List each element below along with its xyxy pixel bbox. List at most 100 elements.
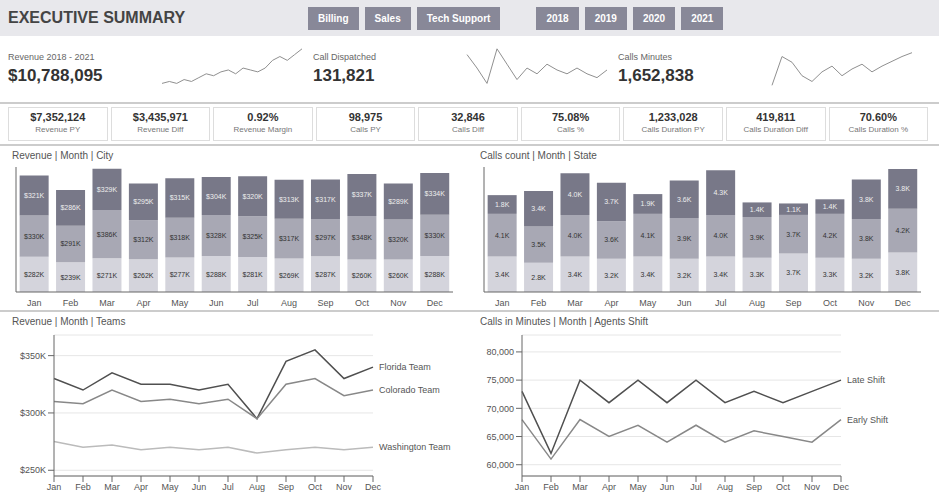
svg-text:Jul: Jul: [690, 482, 702, 492]
svg-text:Oct: Oct: [308, 482, 323, 492]
svg-text:May: May: [639, 298, 657, 308]
svg-text:60,000: 60,000: [486, 460, 514, 470]
svg-text:Oct: Oct: [776, 482, 791, 492]
svg-text:2.8K: 2.8K: [531, 274, 546, 281]
svg-text:Jun: Jun: [660, 482, 675, 492]
svg-text:Jan: Jan: [27, 298, 42, 308]
svg-text:Apr: Apr: [134, 482, 148, 492]
svg-text:3.6K: 3.6K: [604, 236, 619, 243]
svg-text:3.9K: 3.9K: [677, 235, 692, 242]
svg-text:May: May: [171, 298, 189, 308]
svg-text:Feb: Feb: [63, 298, 79, 308]
svg-text:3.7K: 3.7K: [786, 231, 801, 238]
svg-text:Dec: Dec: [365, 482, 382, 492]
svg-text:65,000: 65,000: [486, 432, 514, 442]
svg-text:Mar: Mar: [572, 482, 588, 492]
svg-text:4.2K: 4.2K: [896, 227, 911, 234]
svg-text:$321K: $321K: [24, 192, 45, 199]
svg-text:$288K: $288K: [425, 271, 446, 278]
svg-text:$297K: $297K: [315, 234, 336, 241]
svg-text:Nov: Nov: [804, 482, 821, 492]
svg-text:$334K: $334K: [425, 190, 446, 197]
svg-text:$286K: $286K: [60, 204, 81, 211]
svg-text:1.9K: 1.9K: [641, 200, 656, 207]
svg-text:Jul: Jul: [222, 482, 234, 492]
svg-text:3.7K: 3.7K: [604, 198, 619, 205]
svg-text:$282K: $282K: [24, 271, 45, 278]
svg-text:$315K: $315K: [170, 194, 191, 201]
svg-text:Nov: Nov: [336, 482, 353, 492]
svg-text:Oct: Oct: [355, 298, 370, 308]
svg-text:$318K: $318K: [170, 234, 191, 241]
svg-text:$325K: $325K: [243, 233, 264, 240]
svg-text:Jan: Jan: [495, 298, 510, 308]
svg-text:Jun: Jun: [192, 482, 207, 492]
svg-text:Washington Team: Washington Team: [379, 442, 451, 452]
svg-text:Jun: Jun: [677, 298, 692, 308]
svg-text:Sep: Sep: [278, 482, 294, 492]
svg-text:Mar: Mar: [99, 298, 115, 308]
svg-text:70,000: 70,000: [486, 404, 514, 414]
svg-text:$271K: $271K: [97, 272, 118, 279]
svg-text:$260K: $260K: [388, 272, 409, 279]
svg-text:$328K: $328K: [206, 232, 227, 239]
svg-text:Nov: Nov: [858, 298, 875, 308]
svg-text:Aug: Aug: [281, 298, 297, 308]
svg-text:3.6K: 3.6K: [677, 196, 692, 203]
svg-text:Late Shift: Late Shift: [847, 375, 886, 385]
svg-text:Jan: Jan: [515, 482, 530, 492]
svg-text:$348K: $348K: [352, 234, 373, 241]
svg-text:3.2K: 3.2K: [677, 272, 692, 279]
svg-text:$330K: $330K: [425, 232, 446, 239]
svg-text:3.4K: 3.4K: [568, 271, 583, 278]
svg-text:Dec: Dec: [895, 298, 912, 308]
svg-text:$337K: $337K: [352, 191, 373, 198]
svg-text:$320K: $320K: [388, 236, 409, 243]
svg-text:$269K: $269K: [279, 272, 300, 279]
svg-text:$289K: $289K: [388, 198, 409, 205]
svg-text:$281K: $281K: [243, 271, 264, 278]
svg-text:Aug: Aug: [249, 482, 265, 492]
svg-text:3.8K: 3.8K: [859, 235, 874, 242]
svg-text:Mar: Mar: [567, 298, 583, 308]
svg-text:$304K: $304K: [206, 193, 227, 200]
svg-text:1.4K: 1.4K: [823, 203, 838, 210]
svg-text:3.8K: 3.8K: [896, 185, 911, 192]
svg-text:$330K: $330K: [24, 233, 45, 240]
svg-text:3.4K: 3.4K: [495, 271, 510, 278]
svg-text:80,000: 80,000: [486, 347, 514, 357]
svg-text:1.4K: 1.4K: [750, 206, 765, 213]
svg-text:Aug: Aug: [749, 298, 765, 308]
svg-text:3.9K: 3.9K: [750, 234, 765, 241]
svg-text:Jul: Jul: [715, 298, 727, 308]
svg-text:3.8K: 3.8K: [859, 196, 874, 203]
svg-text:Apr: Apr: [136, 298, 150, 308]
svg-text:$329K: $329K: [97, 186, 118, 193]
svg-text:3.5K: 3.5K: [531, 241, 546, 248]
svg-text:Apr: Apr: [602, 482, 616, 492]
svg-text:3.8K: 3.8K: [896, 269, 911, 276]
svg-text:4.0K: 4.0K: [568, 232, 583, 239]
svg-text:May: May: [161, 482, 179, 492]
svg-text:$291K: $291K: [60, 240, 81, 247]
svg-text:$277K: $277K: [170, 271, 191, 278]
svg-text:Feb: Feb: [531, 298, 547, 308]
svg-text:$313K: $313K: [279, 196, 300, 203]
svg-text:$287K: $287K: [315, 271, 336, 278]
svg-text:$250K: $250K: [20, 465, 46, 475]
svg-text:1.8K: 1.8K: [495, 201, 510, 208]
svg-text:$262K: $262K: [133, 272, 154, 279]
svg-text:Jan: Jan: [47, 482, 62, 492]
svg-text:3.3K: 3.3K: [750, 271, 765, 278]
svg-text:3.4K: 3.4K: [713, 271, 728, 278]
svg-text:4.0K: 4.0K: [713, 232, 728, 239]
svg-text:Florida Team: Florida Team: [379, 362, 431, 372]
svg-text:$295K: $295K: [133, 198, 154, 205]
svg-text:3.4K: 3.4K: [531, 205, 546, 212]
svg-text:4.2K: 4.2K: [823, 232, 838, 239]
svg-text:4.1K: 4.1K: [641, 232, 656, 239]
svg-text:3.2K: 3.2K: [604, 272, 619, 279]
svg-text:4.0K: 4.0K: [568, 191, 583, 198]
svg-text:$320K: $320K: [243, 193, 264, 200]
svg-text:$317K: $317K: [315, 196, 336, 203]
